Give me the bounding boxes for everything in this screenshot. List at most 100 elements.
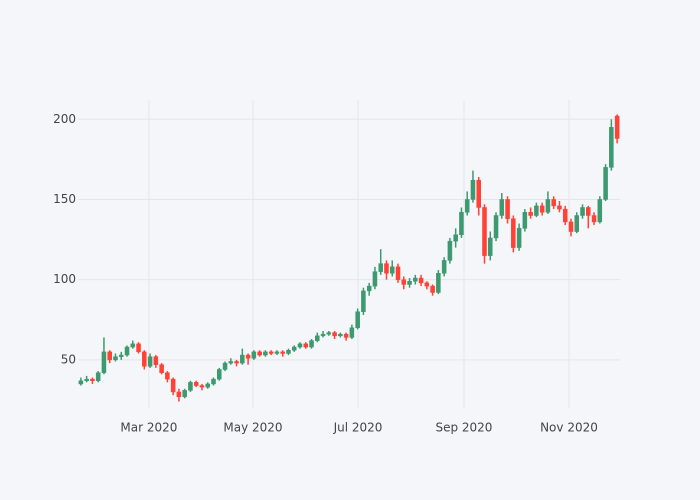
candle-body — [361, 290, 366, 313]
candle-body — [436, 273, 441, 293]
x-tick-label: May 2020 — [223, 421, 282, 435]
candle-body — [372, 271, 378, 287]
candle-body — [516, 228, 522, 248]
candle-body — [499, 199, 505, 216]
candle-body — [147, 356, 153, 367]
candle-body — [355, 311, 360, 329]
candle-body — [487, 237, 493, 256]
candle-body — [574, 215, 580, 232]
candle-body — [349, 327, 355, 338]
candle-body — [384, 263, 389, 274]
candle-body — [551, 199, 556, 207]
candle-body — [222, 362, 228, 370]
candle-body — [182, 390, 187, 398]
candle-body — [568, 221, 574, 232]
candle-body — [441, 260, 447, 274]
candle-body — [511, 218, 516, 248]
y-tick-label: 50 — [61, 352, 76, 366]
candle-body — [107, 351, 112, 361]
candle-body — [505, 199, 510, 219]
candle-body — [274, 351, 280, 354]
candle-body — [124, 346, 130, 356]
candle-body — [159, 364, 164, 373]
candle-body — [597, 199, 603, 223]
candle-body — [528, 212, 533, 216]
candle-body — [170, 378, 176, 393]
candle-body — [562, 208, 568, 223]
candle-body — [591, 215, 597, 223]
candle-body — [153, 356, 159, 365]
x-tick-label: Jul 2020 — [333, 421, 383, 435]
candle-body — [389, 266, 395, 274]
candle-body — [251, 351, 257, 359]
candle-body — [309, 340, 314, 348]
candle-body — [418, 277, 424, 284]
candle-body — [320, 333, 326, 337]
candle-body — [257, 351, 262, 356]
candle-body — [90, 378, 95, 381]
candle-body — [315, 335, 320, 341]
candle-body — [303, 343, 309, 348]
x-tick-label: Nov 2020 — [540, 421, 598, 435]
y-tick-label: 100 — [53, 272, 76, 286]
candle-body — [234, 361, 239, 364]
candle-body — [534, 205, 539, 216]
candle-body — [263, 351, 268, 356]
candle-body — [470, 179, 476, 200]
candle-body — [188, 382, 193, 391]
candle-body — [297, 343, 303, 348]
candle-body — [176, 391, 182, 398]
candle-body — [113, 356, 118, 361]
candle-body — [447, 240, 453, 261]
candle-body — [95, 372, 101, 381]
candle-body — [407, 281, 412, 285]
candle-body — [557, 205, 562, 210]
candle-body — [366, 285, 372, 292]
candle-body — [136, 343, 141, 353]
candle-body — [545, 199, 551, 213]
candle-body — [609, 127, 614, 168]
y-tick-label: 200 — [53, 112, 76, 126]
candle-body — [586, 207, 591, 216]
candle-body — [401, 279, 407, 285]
candle-body — [280, 351, 285, 354]
candle-body — [268, 351, 274, 354]
candle-body — [326, 332, 332, 335]
candle-body — [476, 179, 482, 208]
candle-body — [603, 167, 608, 200]
candle-body — [240, 354, 245, 364]
candle-body — [245, 354, 251, 359]
candle-body — [453, 234, 458, 242]
candle-body — [142, 351, 147, 367]
candle-body — [286, 350, 291, 354]
candle-body — [205, 383, 211, 388]
candle-body — [228, 361, 234, 364]
candle-body — [378, 263, 383, 272]
candle-body — [199, 385, 205, 388]
candle-body — [84, 378, 89, 381]
candle-body — [343, 333, 349, 338]
candle-body — [101, 351, 107, 373]
candle-body — [482, 207, 487, 256]
candle-body — [216, 369, 222, 380]
candle-body — [395, 266, 401, 280]
candle-body — [580, 207, 585, 216]
x-tick-label: Mar 2020 — [120, 421, 177, 435]
candle-body — [165, 372, 170, 380]
candle-body — [130, 343, 136, 348]
candle-body — [424, 282, 430, 287]
candle-body — [413, 277, 418, 282]
candle-body — [522, 212, 528, 229]
candle-body — [539, 205, 545, 213]
x-tick-label: Sep 2020 — [435, 421, 492, 435]
candle-body — [291, 346, 297, 351]
candle-body — [332, 332, 337, 337]
y-tick-label: 150 — [53, 192, 76, 206]
candle-body — [464, 199, 470, 213]
candle-body — [211, 378, 216, 385]
candle-body — [78, 380, 84, 385]
candle-body — [430, 285, 435, 293]
candle-body — [193, 382, 199, 386]
